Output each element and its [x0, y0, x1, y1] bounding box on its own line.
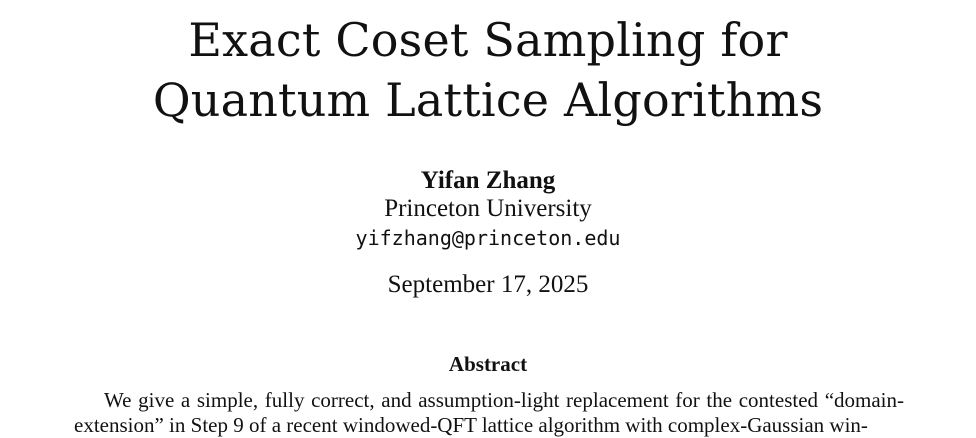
author-email: yifzhang@princeton.edu: [355, 226, 621, 250]
paper-title-line-2: Quantum Lattice Algorithms: [152, 73, 824, 127]
author-affiliation: Princeton University: [384, 195, 592, 222]
paper-page: Exact Coset Sampling for Quantum Lattice…: [74, 13, 904, 437]
paper-date: September 17, 2025: [387, 271, 589, 298]
author-name: Yifan Zhang: [420, 167, 556, 194]
paper-title-line-1: Exact Coset Sampling for: [188, 13, 788, 67]
abstract-text-line-2: extension” in Step 9 of a recent windowe…: [74, 413, 868, 437]
abstract-heading: Abstract: [448, 352, 528, 376]
abstract-text-line-1: We give a simple, fully correct, and ass…: [104, 388, 904, 412]
